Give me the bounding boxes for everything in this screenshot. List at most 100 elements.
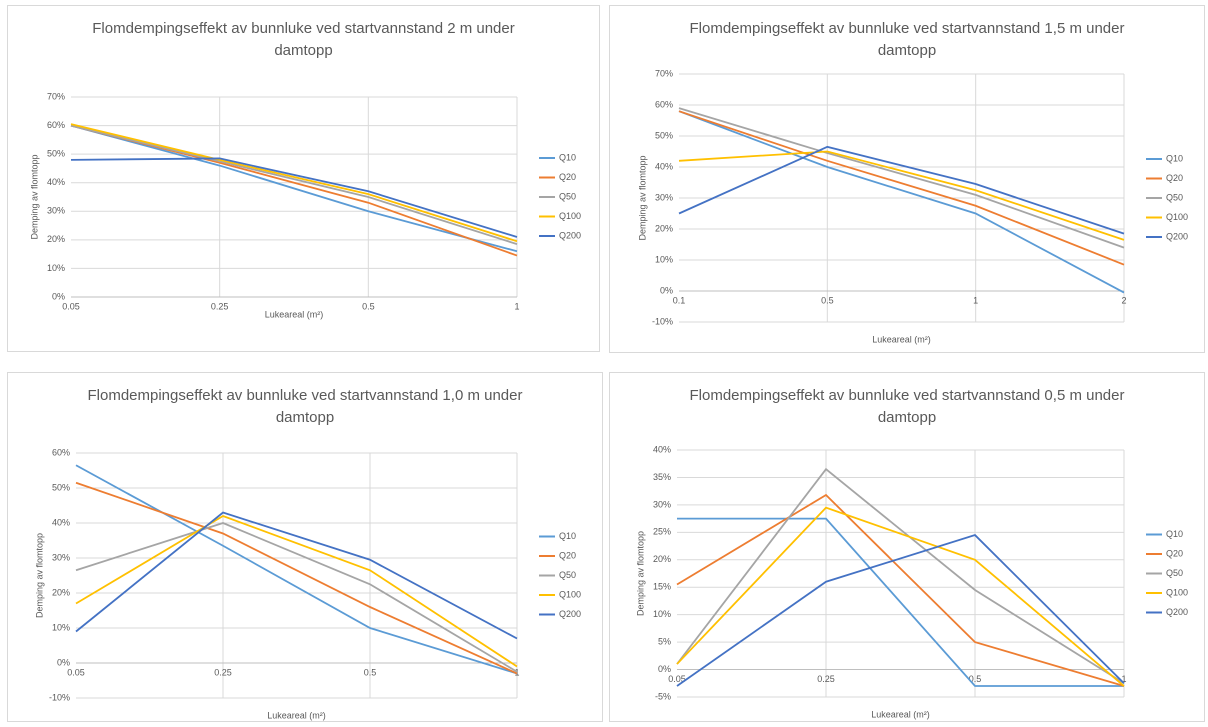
- legend-label: Q100: [1166, 587, 1188, 597]
- series-line: [678, 150, 1125, 241]
- y-tick-label: 40%: [47, 177, 65, 187]
- series-line: [676, 534, 1125, 687]
- y-tick-label: 20%: [655, 223, 673, 233]
- y-tick-label: 30%: [655, 192, 673, 202]
- series-line: [70, 124, 518, 246]
- y-tick-label: 60%: [52, 447, 70, 457]
- y-tick-label: -10%: [652, 316, 673, 326]
- x-tick-label: 0.25: [214, 667, 232, 677]
- series-line: [70, 157, 518, 238]
- y-axis-label: Demping av flomtopp: [29, 154, 39, 239]
- series-line: [678, 110, 1125, 294]
- chart: -10% 0% 10% 20% 30% 40% 50% 60% 70% 0.1 0.5 1 2 Lukea…: [637, 68, 1188, 344]
- series-line: [678, 107, 1125, 249]
- x-axis-label: Lukeareal (m²): [267, 710, 326, 720]
- series-line: [70, 123, 518, 243]
- legend-label: Q20: [1166, 173, 1183, 183]
- y-tick-label: 70%: [655, 68, 673, 78]
- chart-title: Flomdempingseffekt av bunnluke ved start…: [689, 387, 1125, 426]
- chart-title: Flomdempingseffekt av bunnluke ved start…: [92, 20, 515, 59]
- legend-label: Q50: [559, 570, 576, 580]
- series-line: [75, 515, 518, 668]
- legend-label: Q50: [559, 191, 576, 201]
- y-tick-label: 70%: [47, 91, 65, 101]
- y-tick-label: 35%: [653, 472, 671, 482]
- x-tick-label: 0.25: [211, 301, 229, 311]
- y-tick-label: 20%: [47, 234, 65, 244]
- y-tick-label: 25%: [653, 527, 671, 537]
- series-line: [75, 481, 518, 675]
- legend-label: Q100: [559, 589, 581, 599]
- chart: -10% 0% 10% 20% 30% 40% 50% 60% 0.05 0.25 0.5 1 Luke…: [34, 447, 581, 720]
- y-tick-label: 10%: [655, 254, 673, 264]
- x-tick-label: 0.5: [362, 301, 375, 311]
- chart: 0% 10% 20% 30% 40% 50% 60% 70% 0.05 0.25 0.5 1 Lukea…: [29, 91, 581, 319]
- y-tick-label: 0%: [52, 291, 65, 301]
- y-tick-label: 40%: [655, 161, 673, 171]
- legend-label: Q200: [559, 609, 581, 619]
- x-tick-label: 0.1: [673, 295, 686, 305]
- y-tick-label: 60%: [655, 99, 673, 109]
- y-tick-label: 5%: [658, 636, 671, 646]
- chart-title: Flomdempingseffekt av bunnluke ved start…: [689, 20, 1125, 59]
- series-line: [676, 506, 1125, 687]
- series-line: [75, 464, 518, 675]
- y-tick-label: 50%: [47, 149, 65, 159]
- x-tick-label: 0.05: [668, 674, 686, 684]
- x-tick-label: 0.5: [364, 667, 377, 677]
- series-line: [678, 145, 1125, 235]
- legend-label: Q200: [1166, 231, 1188, 241]
- legend-label: Q100: [1166, 212, 1188, 222]
- y-tick-label: 0%: [660, 285, 673, 295]
- legend-label: Q50: [1166, 568, 1183, 578]
- x-tick-label: 1: [973, 295, 978, 305]
- y-tick-label: 0%: [658, 664, 671, 674]
- y-tick-label: -10%: [49, 692, 70, 702]
- y-axis-label: Demping av flomtopp: [34, 533, 44, 618]
- y-axis-label: Demping av flomtopp: [637, 155, 647, 240]
- x-tick-label: 0.5: [969, 674, 982, 684]
- x-tick-label: 0.5: [821, 295, 834, 305]
- x-axis-label: Lukeareal (m²): [872, 334, 931, 344]
- legend-label: Q20: [1166, 548, 1183, 558]
- y-tick-label: 50%: [52, 482, 70, 492]
- y-tick-label: 30%: [52, 552, 70, 562]
- x-axis-label: Lukeareal (m²): [871, 709, 930, 719]
- y-tick-label: -5%: [655, 691, 671, 701]
- x-tick-label: 1: [514, 667, 519, 677]
- y-tick-label: 50%: [655, 130, 673, 140]
- y-tick-label: 10%: [47, 263, 65, 273]
- y-tick-label: 60%: [47, 120, 65, 130]
- legend-label: Q10: [1166, 153, 1183, 163]
- chart-panel: -5% 0% 5% 10% 15% 20% 25% 30% 35% 40% 0.05 0.25 0.5 1…: [609, 372, 1205, 722]
- chart-panel: -10% 0% 10% 20% 30% 40% 50% 60% 70% 0.1 0.5 1 2 Lukea…: [609, 5, 1205, 353]
- x-tick-label: 0.05: [62, 301, 80, 311]
- x-tick-label: 0.05: [67, 667, 85, 677]
- legend-label: Q100: [559, 211, 581, 221]
- chart-title: Flomdempingseffekt av bunnluke ved start…: [87, 387, 523, 426]
- y-axis-label: Demping av flomtopp: [635, 531, 645, 616]
- y-tick-label: 10%: [653, 609, 671, 619]
- chart-panel: -10% 0% 10% 20% 30% 40% 50% 60% 0.05 0.25 0.5 1 Luke…: [7, 372, 603, 722]
- y-tick-label: 30%: [653, 499, 671, 509]
- y-tick-label: 40%: [52, 517, 70, 527]
- legend-label: Q200: [1166, 607, 1188, 617]
- legend-label: Q10: [559, 531, 576, 541]
- y-tick-label: 20%: [52, 587, 70, 597]
- chart-panel: 0% 10% 20% 30% 40% 50% 60% 70% 0.05 0.25 0.5 1 Lukea…: [7, 5, 600, 352]
- series-line: [676, 467, 1125, 685]
- series-line: [75, 522, 518, 673]
- legend-label: Q50: [1166, 192, 1183, 202]
- legend-label: Q20: [559, 172, 576, 182]
- x-axis-label: Lukeareal (m²): [265, 309, 324, 319]
- x-tick-label: 2: [1121, 295, 1126, 305]
- y-tick-label: 10%: [52, 622, 70, 632]
- series-line: [75, 511, 518, 640]
- series-line: [678, 110, 1125, 266]
- x-tick-label: 0.25: [817, 674, 835, 684]
- chart: -5% 0% 5% 10% 15% 20% 25% 30% 35% 40% 0.05 0.25 0.5 1…: [635, 444, 1188, 719]
- y-tick-label: 40%: [653, 444, 671, 454]
- legend-label: Q10: [559, 152, 576, 162]
- y-tick-label: 20%: [653, 554, 671, 564]
